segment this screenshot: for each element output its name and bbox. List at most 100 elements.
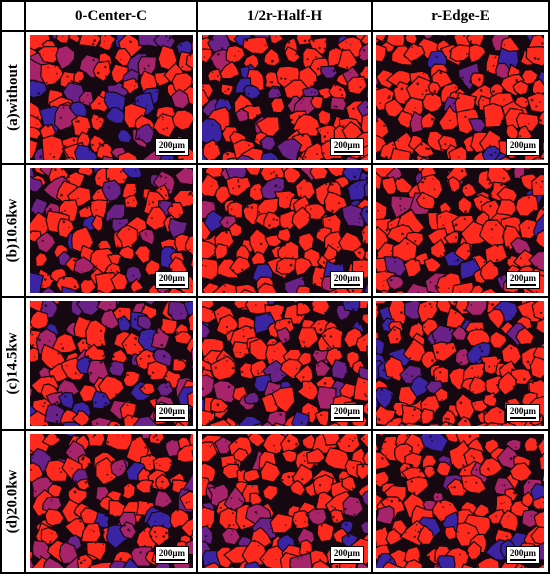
- speck: [116, 515, 118, 517]
- speck: [75, 118, 78, 120]
- speck: [272, 218, 275, 221]
- speck: [165, 194, 168, 197]
- speck: [313, 282, 317, 286]
- speck: [119, 222, 121, 225]
- speck: [323, 47, 326, 50]
- speck: [522, 128, 524, 130]
- speck: [182, 344, 185, 347]
- speck: [272, 158, 275, 160]
- speck: [334, 66, 336, 68]
- speck: [45, 93, 48, 96]
- grain: [342, 495, 365, 518]
- speck: [363, 240, 366, 243]
- speck: [239, 351, 241, 354]
- grain: [405, 282, 430, 293]
- speck: [482, 99, 484, 102]
- speck: [323, 311, 326, 313]
- grain: [108, 560, 127, 568]
- speck: [473, 260, 475, 263]
- speck: [474, 560, 476, 562]
- speck: [226, 360, 228, 362]
- speck: [356, 186, 358, 188]
- speck: [439, 71, 443, 75]
- scale-bar: 200μm: [329, 546, 364, 564]
- speck: [150, 486, 153, 488]
- grain: [454, 347, 472, 367]
- speck: [41, 239, 44, 242]
- speck: [239, 110, 241, 112]
- grain: [35, 231, 57, 254]
- grain: [131, 291, 142, 293]
- grain: [212, 379, 237, 405]
- speck: [376, 218, 378, 221]
- grain: [95, 289, 106, 293]
- speck: [465, 187, 467, 189]
- speck: [160, 486, 163, 489]
- speck: [226, 330, 229, 333]
- speck: [436, 351, 439, 354]
- speck: [340, 477, 343, 480]
- grain: [361, 313, 368, 325]
- speck: [487, 70, 490, 72]
- speck: [359, 54, 361, 57]
- speck: [50, 501, 52, 503]
- speck: [69, 35, 71, 36]
- grain: [77, 35, 103, 48]
- speck: [71, 129, 74, 131]
- speck: [224, 90, 227, 93]
- grain: [457, 61, 482, 92]
- speck: [381, 528, 383, 530]
- speck: [181, 301, 184, 304]
- speck: [67, 175, 70, 179]
- speck: [477, 375, 479, 377]
- grain: [514, 95, 532, 109]
- grain: [62, 421, 81, 426]
- speck: [503, 484, 506, 487]
- speck: [288, 379, 290, 381]
- speck: [322, 152, 325, 154]
- speck: [269, 81, 270, 83]
- grain: [435, 35, 449, 38]
- speck: [507, 402, 510, 404]
- grain: [440, 420, 456, 426]
- speck: [332, 243, 334, 245]
- speck: [331, 505, 334, 508]
- speck: [290, 80, 292, 82]
- speck: [118, 317, 120, 319]
- speck: [393, 137, 397, 141]
- speck: [112, 521, 115, 524]
- speck: [410, 375, 413, 378]
- speck: [501, 291, 504, 293]
- speck: [242, 191, 245, 194]
- speck: [431, 440, 434, 443]
- grain: [536, 563, 544, 568]
- speck: [62, 265, 65, 268]
- speck: [96, 81, 99, 84]
- grain: [429, 238, 447, 259]
- grain: [294, 256, 313, 277]
- speck: [150, 273, 152, 276]
- speck: [501, 325, 504, 328]
- speck: [428, 423, 431, 426]
- speck: [176, 331, 179, 334]
- speck: [162, 490, 165, 493]
- speck: [279, 314, 282, 317]
- speck: [202, 238, 204, 240]
- speck: [243, 434, 246, 437]
- speck: [534, 513, 536, 515]
- speck: [325, 543, 328, 546]
- speck: [255, 304, 257, 306]
- speck: [65, 388, 67, 390]
- speck: [88, 382, 92, 385]
- speck: [495, 515, 497, 518]
- grain: [305, 447, 326, 464]
- speck: [528, 196, 531, 199]
- speck: [452, 346, 454, 349]
- speck: [226, 483, 228, 486]
- speck: [34, 490, 37, 493]
- speck: [464, 115, 467, 118]
- speck: [95, 209, 98, 211]
- grain: [235, 154, 254, 160]
- speck: [409, 450, 412, 453]
- speck: [151, 479, 154, 482]
